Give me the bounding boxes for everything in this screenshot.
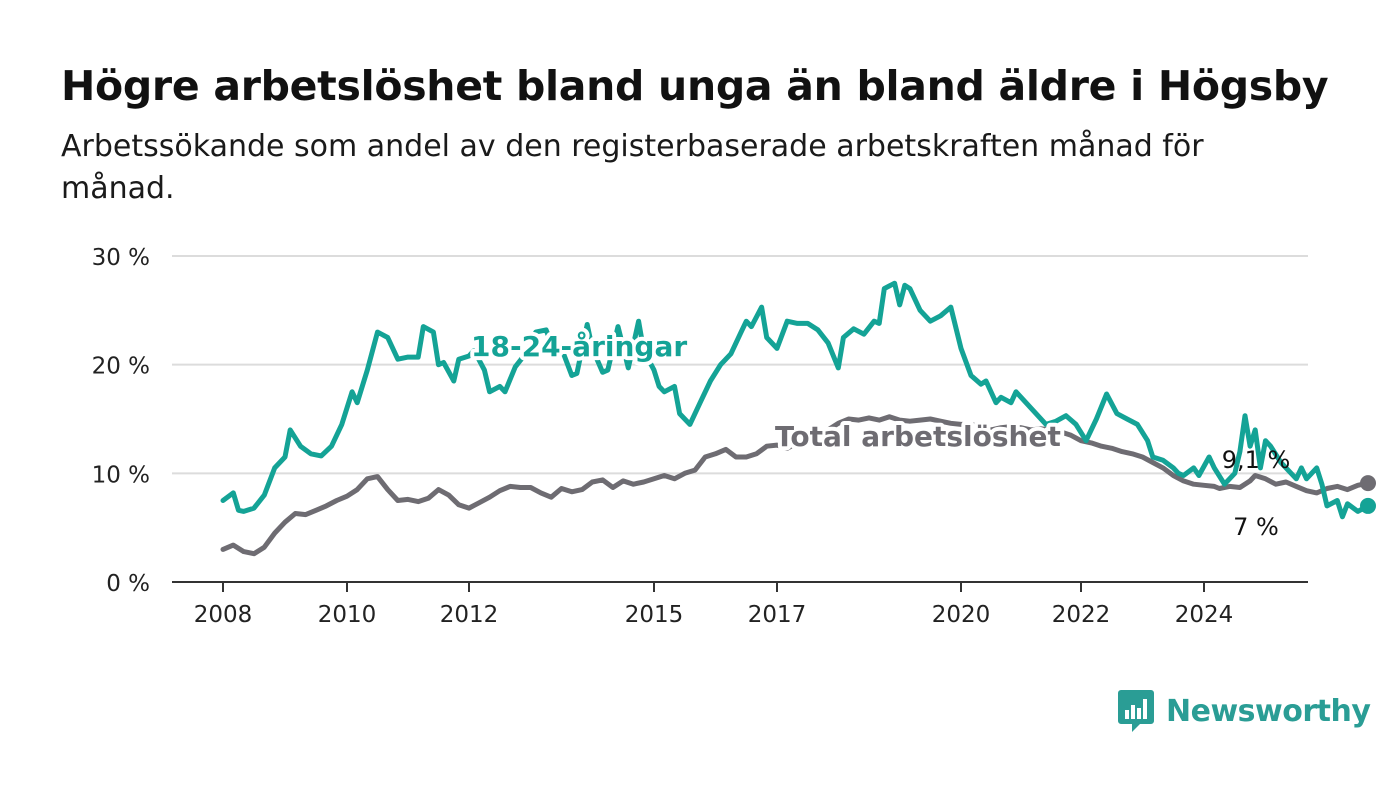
series-line — [220, 280, 1371, 520]
brand-name: Newsworthy — [1166, 693, 1371, 729]
series-label-total-halo: Total arbetslöshet — [775, 420, 1061, 453]
series-line — [220, 414, 1371, 557]
series-label-youth-halo: 18-24-åringar — [471, 330, 687, 363]
x-tick-label: 2024 — [1175, 602, 1234, 628]
x-tick-label: 2008 — [194, 602, 253, 628]
series-end-dot — [1360, 475, 1376, 492]
brand-logo: Newsworthy — [1118, 690, 1371, 732]
series-label-total: Total arbetslöshet — [775, 420, 1061, 453]
x-tick-label: 2020 — [932, 602, 991, 628]
end-value-total: 9,1 % — [1222, 446, 1291, 474]
y-tick-label: 20 % — [92, 354, 150, 380]
series-lines — [220, 280, 1376, 557]
y-tick-label: 30 % — [92, 245, 150, 271]
series-end-dot — [1360, 497, 1376, 514]
chart-subtitle: Arbetssökande som andel av den registerb… — [61, 129, 1204, 206]
series-label-youth: 18-24-åringar — [471, 330, 687, 363]
bar-chart-icon — [1118, 690, 1154, 732]
axes: 0 % 10 % 20 % 30 % 2008 2010 2012 2015 2017 2020 2… — [92, 245, 1308, 628]
y-tick-label: 10 % — [92, 462, 150, 488]
end-value-youth: 7 % — [1233, 513, 1279, 541]
grid-lines — [172, 255, 1308, 475]
x-tick-label: 2010 — [318, 602, 377, 628]
x-tick-label: 2017 — [748, 602, 807, 628]
x-tick-label: 2012 — [440, 602, 499, 628]
x-tick-label: 2022 — [1052, 602, 1111, 628]
x-tick-label: 2015 — [625, 602, 684, 628]
y-tick-label: 0 % — [106, 571, 150, 597]
chart-title: Högre arbetslöshet bland unga än bland ä… — [61, 62, 1329, 110]
